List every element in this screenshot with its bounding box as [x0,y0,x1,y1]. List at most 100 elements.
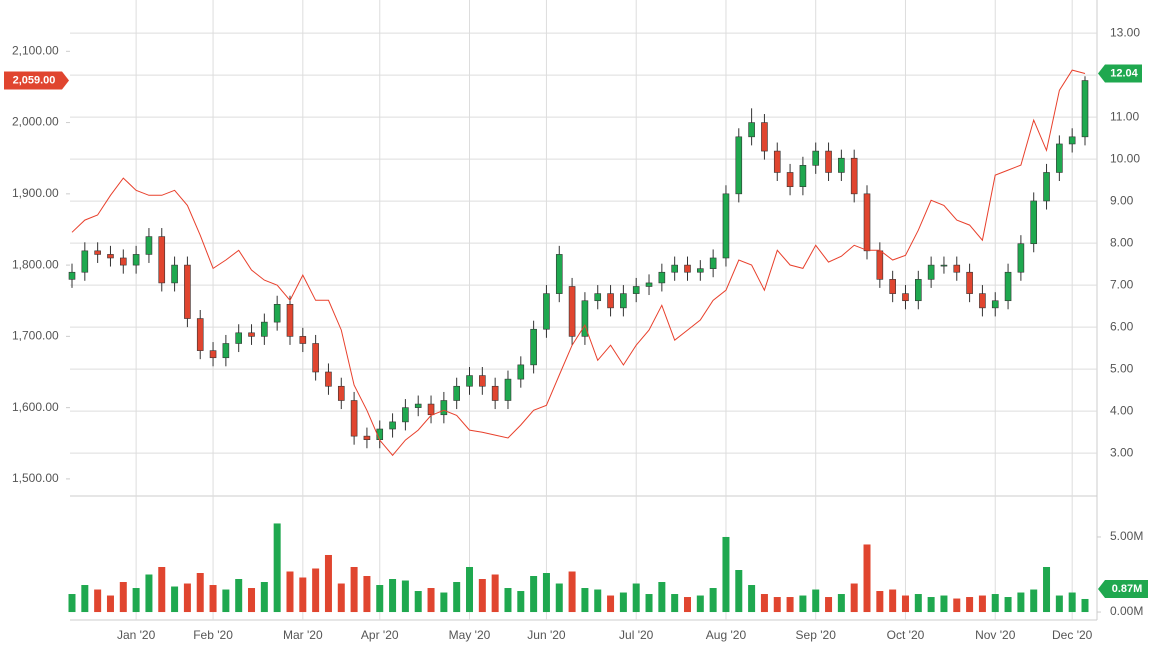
volume-bar [504,588,512,613]
volume-bar [927,597,935,613]
volume-bar [1030,589,1038,613]
volume-bar [1055,595,1063,613]
y2-tick-label: 7.00 [1110,277,1134,291]
volume-bar [773,597,781,613]
volume-bar [671,594,679,613]
candle-body [927,264,935,280]
volume-bar [132,588,140,613]
volume-bar [389,579,397,613]
candle-body [337,385,345,401]
volume-bar [363,576,371,613]
volume-bar [81,585,89,613]
candle-body [876,250,884,280]
candle-body [786,172,794,188]
candle-body [940,264,948,267]
candle-body [889,279,896,294]
x-tick-label: Nov '20 [975,628,1016,642]
volume-bar [1068,592,1076,613]
candle-body [863,193,871,252]
y2-tick-label: 3.00 [1110,445,1134,459]
candle-body [402,407,409,423]
volume-bar [222,589,230,613]
candle-body [1081,80,1089,138]
x-tick-label: Jul '20 [619,628,654,642]
candle-body [1056,143,1063,173]
volume-bar [183,583,191,613]
volume-bar [1004,597,1012,613]
volume-bar [94,589,102,613]
line-series [71,69,1086,457]
y2-tick-label: 5.00 [1110,361,1134,375]
volume-bar [966,597,974,613]
candle-body [184,264,191,319]
volume-bar [196,573,204,613]
x-tick-label: Jan '20 [117,628,156,642]
volume-bar [581,588,589,613]
candle-body [632,286,640,294]
candle-body [555,254,563,294]
candle-body [594,293,602,302]
volume-bar [683,597,691,613]
y-tick-label: 2,000.00 [12,115,59,129]
volume-bar [799,595,807,613]
candle-body [543,293,550,330]
volume-bar [350,566,358,613]
y-tick-label: 5.00M [1110,529,1143,543]
y2-tick-label: 13.00 [1110,25,1140,39]
volume-bar [145,574,153,613]
candle-body [850,157,858,195]
volume-bar [632,583,640,613]
volume-bar [312,568,320,613]
candle-body [530,328,537,366]
volume-bar [786,597,794,613]
volume-bar [68,594,76,613]
candle-body [799,165,807,188]
candle-body [299,336,307,344]
candle-body [658,271,666,284]
volume-bar [594,589,602,613]
volume-bar [376,585,384,613]
candle-body [171,264,178,284]
volume-bar [812,589,820,613]
x-tick-label: Feb '20 [193,628,233,642]
volume-bar [568,571,576,613]
volume-bar [440,592,448,613]
y-tick-label: 2,100.00 [12,43,59,57]
volume-bar [106,595,114,613]
candle-body [68,271,76,280]
x-tick-label: Jun '20 [527,628,566,642]
volume-bar [542,573,550,613]
y2-tick-label: 10.00 [1110,151,1140,165]
candle-body [81,250,89,273]
candle-body [158,236,166,284]
y2-tick-label: 6.00 [1110,319,1134,333]
x-tick-label: Sep '20 [796,628,837,642]
volume-bar [530,576,538,613]
candle-body [427,403,435,416]
volume-bar [722,536,730,613]
candle-body [94,250,101,255]
y-tick-label: 1,600.00 [12,400,59,414]
volume-bar [478,579,486,613]
candle-body [248,332,255,337]
volume-bar [235,579,243,613]
volume-bar [555,583,563,613]
candle-body [491,385,499,401]
volume-bar [978,595,986,613]
x-tick-label: Oct '20 [887,628,925,642]
volume-bar [171,586,179,613]
volume-bar [1043,566,1051,613]
candle-body [915,279,922,302]
volume-bar [953,598,961,613]
volume-bar [645,594,653,613]
price-tag [4,71,69,90]
price-tag-label: 2,059.00 [13,74,56,86]
candle-body [722,193,730,259]
candle-body [1017,243,1025,273]
candle-body [235,332,242,344]
candle-body [748,122,755,138]
candle-body [568,286,576,337]
volume-bar [337,583,345,613]
y2-tick-label: 4.00 [1110,403,1134,417]
